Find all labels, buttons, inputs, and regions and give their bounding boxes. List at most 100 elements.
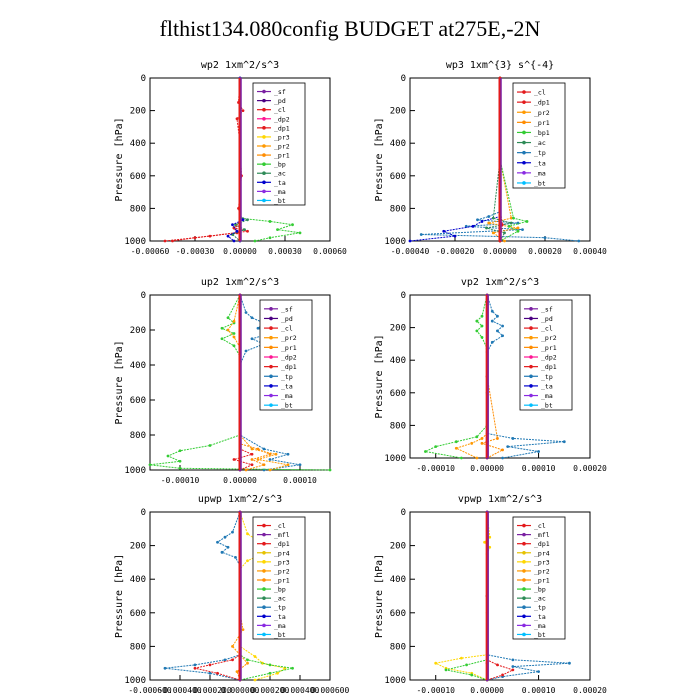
legend-label: _pd: [541, 315, 553, 323]
legend-marker: [262, 605, 266, 610]
series-point: [480, 324, 484, 328]
series-point: [231, 530, 234, 534]
series-point: [220, 326, 224, 330]
y-tick-label: 800: [390, 642, 406, 652]
legend-label: _ma: [541, 392, 553, 400]
legend-marker: [262, 596, 266, 600]
series-point: [193, 666, 197, 670]
chart-title: wp2 1xm^2/s^3: [201, 60, 279, 71]
series-line: [194, 512, 241, 681]
legend-label: _cl: [534, 89, 546, 97]
x-tick-label: 0.00030: [268, 247, 302, 256]
legend-label: _ma: [534, 169, 546, 177]
series-point: [496, 314, 499, 318]
series-point: [166, 454, 170, 458]
series-point: [475, 319, 479, 323]
x-tick-label: 0.00000: [470, 464, 504, 473]
legend-marker: [522, 100, 526, 104]
legend-label: _ma: [274, 188, 286, 196]
series-point: [250, 452, 254, 456]
legend-marker: [269, 345, 273, 350]
series-point: [488, 545, 492, 549]
legend-marker: [529, 403, 533, 407]
y-tick-label: 400: [390, 139, 406, 149]
series-point: [475, 435, 479, 439]
series-point: [460, 456, 463, 460]
series-point: [208, 663, 212, 667]
series-point: [232, 319, 236, 323]
series-point: [537, 670, 540, 673]
x-tick-label: 0.000600: [311, 686, 350, 695]
series-point: [471, 224, 475, 228]
chart-title: vpwp 1xm^2/s^3: [458, 494, 542, 505]
legend-label: _bp: [534, 586, 546, 594]
legend-marker: [529, 316, 533, 321]
series-point: [244, 468, 248, 472]
legend-marker: [522, 587, 526, 591]
y-tick-label: 1000: [384, 237, 406, 247]
series-point: [511, 437, 515, 440]
legend-marker: [522, 171, 526, 175]
series-point: [501, 456, 504, 460]
x-tick-label: 0.00020: [573, 464, 607, 473]
plot-frame: [409, 511, 591, 681]
series-point: [480, 441, 484, 445]
y-axis-label: Pressure [hPa]: [114, 554, 125, 638]
series-point: [496, 437, 499, 440]
legend-box: [252, 82, 306, 206]
legend-label: _ta: [274, 613, 286, 621]
series-point: [511, 665, 515, 668]
series-line: [164, 511, 241, 681]
legend-label: _sf: [541, 305, 553, 313]
y-tick-label: 800: [130, 204, 146, 214]
legend-label: _tp: [281, 373, 293, 381]
legend-label: _pr2: [281, 334, 297, 342]
chart-panel: upwp 1xm^2/s^3 0 200 400 600 800 1000-0.000600…: [114, 494, 349, 695]
y-tick-label: 0: [141, 508, 146, 518]
legend-marker: [529, 364, 533, 369]
legend-label: _pr4: [274, 549, 290, 557]
legend-label: _bt: [274, 197, 286, 205]
series-point: [444, 668, 448, 672]
series-point: [178, 459, 182, 463]
series-point: [488, 535, 492, 539]
series-point: [496, 663, 499, 667]
series-point: [253, 239, 257, 243]
chart-panel: up2 1xm^2/s^3 0 200 400 600 800 1000 -0.00010 0.…: [114, 277, 332, 485]
series-point: [521, 228, 524, 231]
series-line: [486, 294, 565, 459]
series-line: [409, 78, 501, 242]
y-tick-label: 200: [130, 542, 146, 552]
series-point: [454, 440, 458, 444]
series-line: [423, 294, 488, 459]
legend-label: _pd: [274, 97, 286, 105]
page-title: flthist134.080config BUDGET at275E,-2N: [159, 16, 541, 41]
legend-label: _dp1: [274, 124, 290, 132]
legend-label: _pr1: [534, 119, 550, 127]
legend-marker: [262, 153, 266, 157]
series-point: [286, 463, 290, 467]
legend-marker: [262, 171, 266, 176]
legend-marker: [262, 523, 266, 528]
series-point: [250, 447, 254, 451]
legend-label: _ta: [541, 382, 553, 390]
y-tick-label: 200: [130, 326, 146, 336]
x-tick-label: -0.00040: [391, 247, 430, 256]
legend-marker: [262, 189, 266, 194]
legend-marker: [522, 150, 526, 155]
legend-label: _cl: [274, 106, 286, 114]
y-tick-label: 400: [390, 356, 406, 366]
y-tick-label: 800: [130, 431, 146, 441]
y-tick-label: 0: [141, 74, 146, 84]
legend-label: _bt: [274, 631, 286, 639]
legend-marker: [522, 632, 526, 637]
x-tick-label: 0.00020: [573, 686, 607, 695]
legend-box: [512, 516, 566, 640]
series-point: [276, 671, 279, 675]
series-point: [244, 349, 248, 353]
legend-marker: [262, 116, 266, 121]
series-point: [231, 645, 234, 648]
x-tick-label: 0.00000: [223, 476, 257, 485]
legend-label: _bp: [274, 161, 286, 169]
legend-label: _sf: [274, 88, 286, 96]
